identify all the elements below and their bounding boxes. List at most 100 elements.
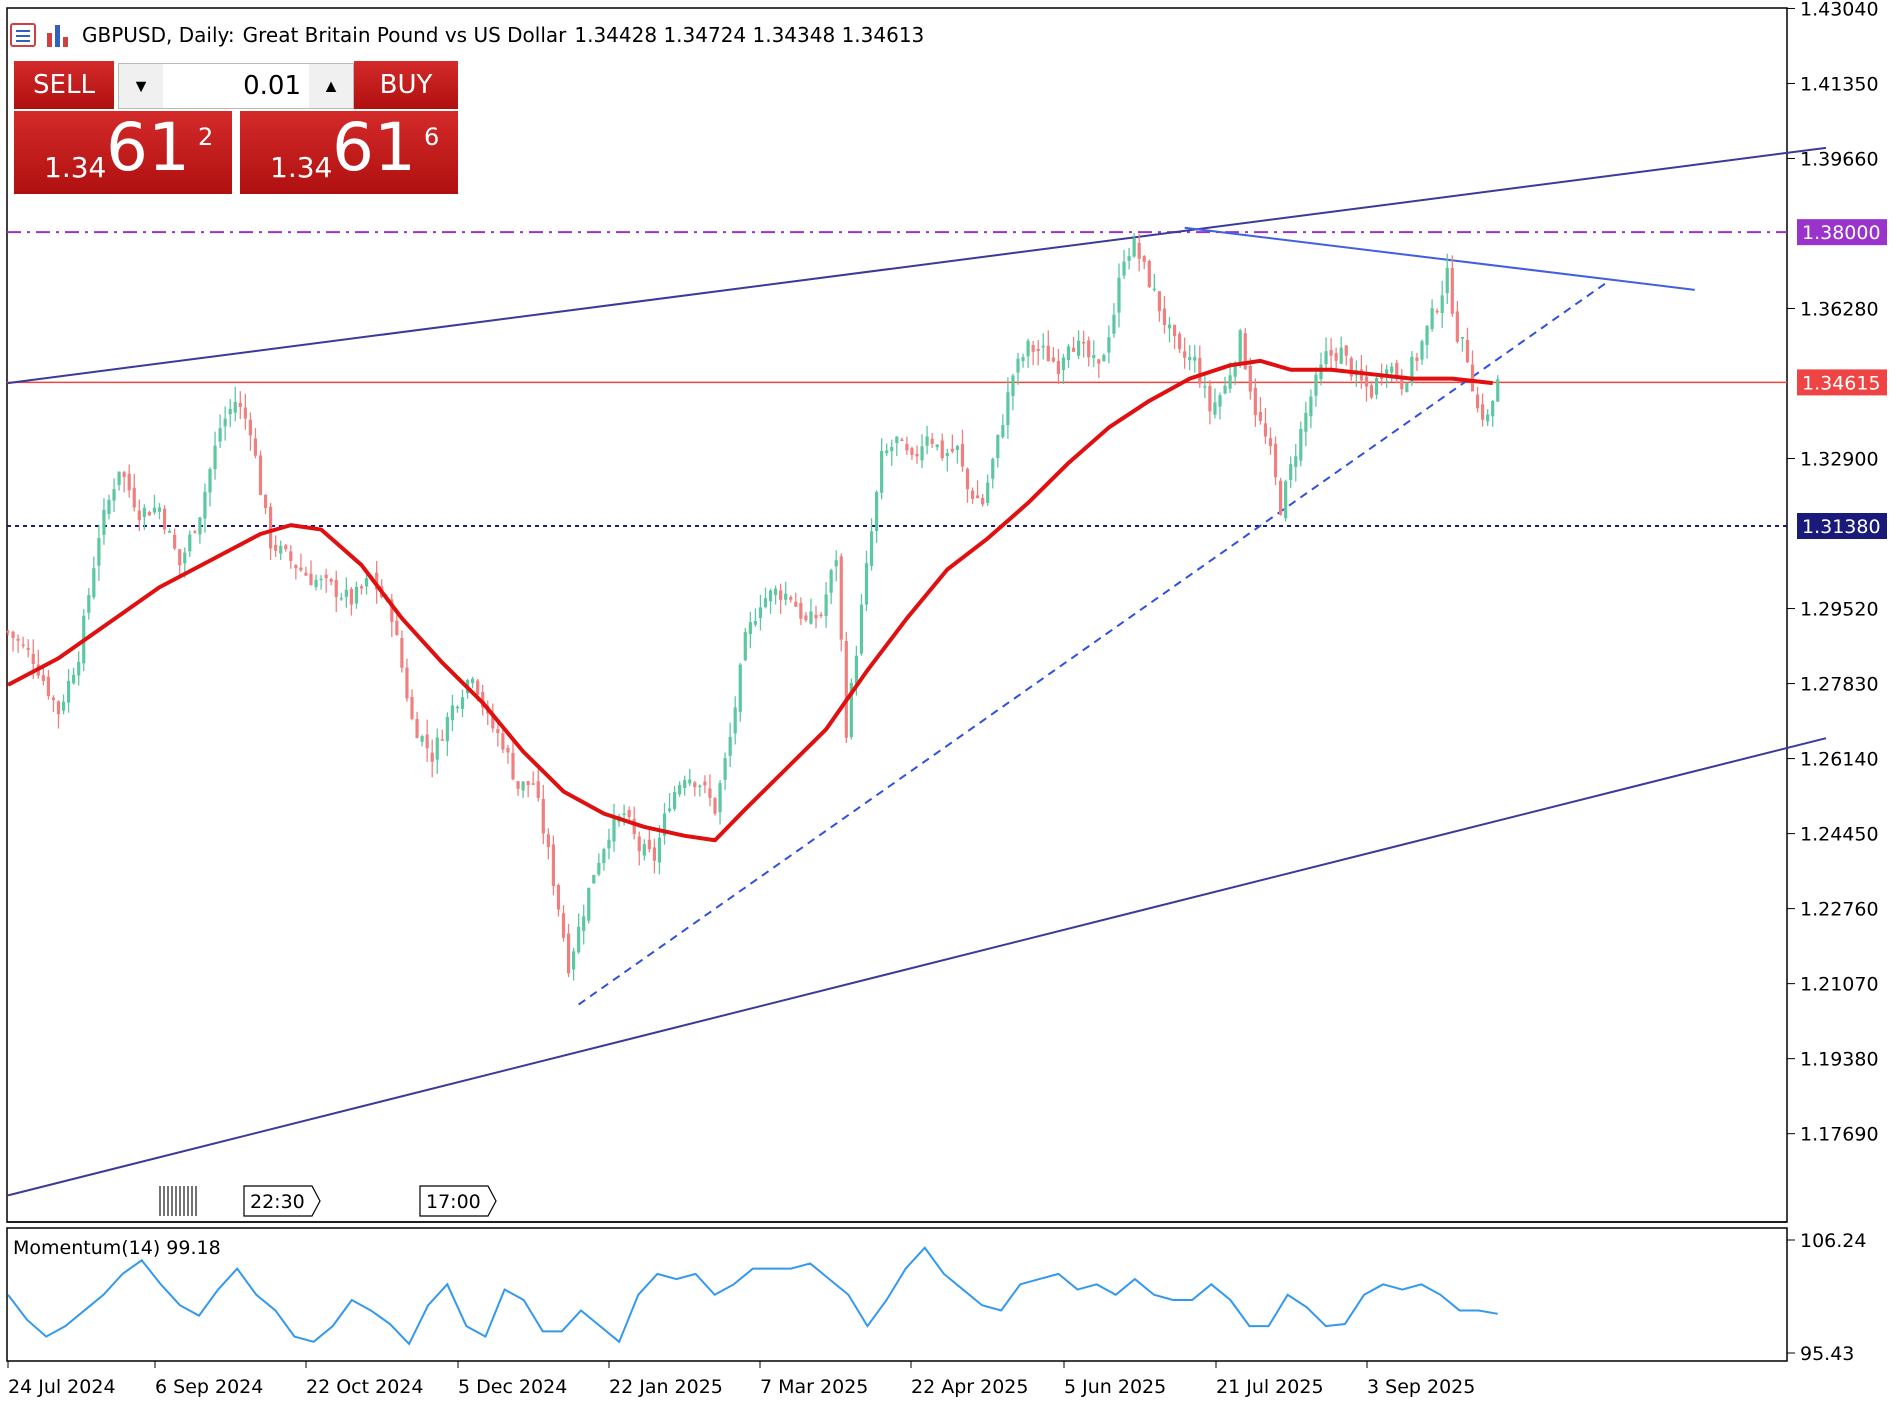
candle-body (1415, 357, 1419, 361)
sell-price[interactable]: 1.34 61 2 (14, 109, 232, 194)
candle-body (1334, 353, 1338, 361)
candle-body (501, 733, 505, 750)
candle-body (743, 632, 747, 661)
candle-body (455, 706, 460, 709)
candle-body (1339, 347, 1343, 364)
candle-body (986, 482, 990, 504)
triangle-down-icon[interactable]: ▼ (119, 64, 163, 108)
time-marker-box[interactable] (243, 1185, 321, 1217)
candle-body (1460, 337, 1464, 339)
price-tick-label: 1.32900 (1800, 449, 1879, 471)
price-tick-label: 1.24450 (1800, 824, 1879, 846)
time-tick-label: 6 Sep 2024 (155, 1376, 263, 1398)
candle-body (763, 598, 768, 608)
candle-body (198, 517, 202, 535)
candle-body (1122, 261, 1126, 276)
candle-body (1329, 349, 1333, 356)
candle-body (1016, 358, 1020, 373)
candle-body (87, 595, 91, 613)
time-marker-label: 17:00 (426, 1191, 481, 1213)
candle-body (107, 499, 111, 514)
candle-body (849, 682, 853, 738)
candle-body (799, 602, 803, 619)
candle-body (1157, 291, 1161, 312)
buy-price-fraction: 6 (424, 123, 440, 151)
trend-line-channel-bottom[interactable] (7, 737, 1827, 1197)
candle-body (152, 507, 157, 513)
chart-list-icon[interactable] (10, 23, 36, 47)
buy-price[interactable]: 1.34 61 6 (240, 109, 458, 194)
moving-average-group (7, 358, 1493, 843)
candle-body (1470, 364, 1475, 392)
candle-body (253, 438, 258, 456)
candle-body (834, 560, 838, 567)
candle-body (16, 638, 20, 641)
candle-body (375, 572, 379, 590)
candle-body (1127, 256, 1131, 261)
candles-group (6, 232, 1500, 981)
trend-line-channel-top[interactable] (7, 146, 1827, 385)
buy-button[interactable]: BUY (354, 61, 458, 109)
candle-body (77, 661, 81, 676)
candle-body (334, 579, 338, 598)
candle-body (1097, 359, 1101, 364)
sell-button[interactable]: SELL (14, 61, 114, 109)
candle-body (1465, 339, 1470, 363)
momentum-line[interactable] (7, 1246, 1498, 1346)
candle-body (1289, 464, 1293, 480)
candle-body (1061, 357, 1066, 370)
candle-body (491, 715, 495, 729)
price-tick-label: 1.39660 (1800, 148, 1879, 170)
candle-body (531, 783, 535, 785)
candle-body (784, 593, 788, 600)
lot-size-value[interactable]: 0.01 (243, 71, 301, 101)
candle-body (920, 446, 924, 461)
time-marker-box[interactable] (419, 1185, 497, 1217)
candle-body (314, 579, 318, 587)
triangle-up-icon[interactable]: ▲ (309, 64, 353, 108)
candle-body (1324, 351, 1328, 365)
candle-body (662, 813, 667, 836)
candle-body (915, 453, 919, 457)
candle-body (405, 667, 409, 699)
moving-average-line[interactable] (7, 358, 1493, 843)
candle-body (102, 509, 106, 535)
candle-body (577, 926, 581, 953)
candle-body (1390, 366, 1394, 373)
trend-line-descending[interactable] (1184, 226, 1695, 291)
candle-body (390, 599, 394, 622)
candle-body (748, 622, 752, 635)
price-tick-label: 1.41350 (1800, 73, 1879, 95)
candle-body (344, 589, 348, 597)
candle-body (481, 691, 485, 708)
price-tick-label: 1.43040 (1800, 0, 1879, 20)
momentum-tick-label: 95.43 (1800, 1343, 1854, 1365)
candle-body (551, 844, 555, 887)
price-tick-label: 1.26140 (1800, 749, 1879, 771)
candle-body (263, 494, 268, 509)
candle-body (819, 614, 823, 617)
candle-body (445, 716, 449, 742)
candle-body (511, 752, 515, 780)
candle-body (147, 511, 151, 516)
candle-body (693, 782, 697, 788)
lot-size-field[interactable]: ▼ 0.01 ▲ (118, 63, 354, 109)
candle-body (1223, 385, 1227, 394)
candle-body (864, 563, 869, 605)
bar-chart-icon[interactable] (46, 23, 70, 47)
candle-body (228, 408, 232, 415)
candle-body (213, 445, 217, 470)
time-markers: 22:30 17:00 (159, 1185, 497, 1217)
candle-body (607, 839, 611, 849)
candle-body (930, 438, 934, 445)
candle-body (854, 655, 858, 685)
candle-body (1112, 314, 1116, 334)
time-tick-label: 24 Jul 2024 (8, 1376, 116, 1398)
candle-body (688, 779, 692, 784)
candle-body (1147, 261, 1151, 288)
candle-body (1491, 401, 1495, 417)
candle-body (1314, 374, 1318, 396)
candle-body (572, 951, 576, 970)
candle-body (1056, 360, 1060, 375)
buy-price-pips: 61 (332, 109, 416, 186)
